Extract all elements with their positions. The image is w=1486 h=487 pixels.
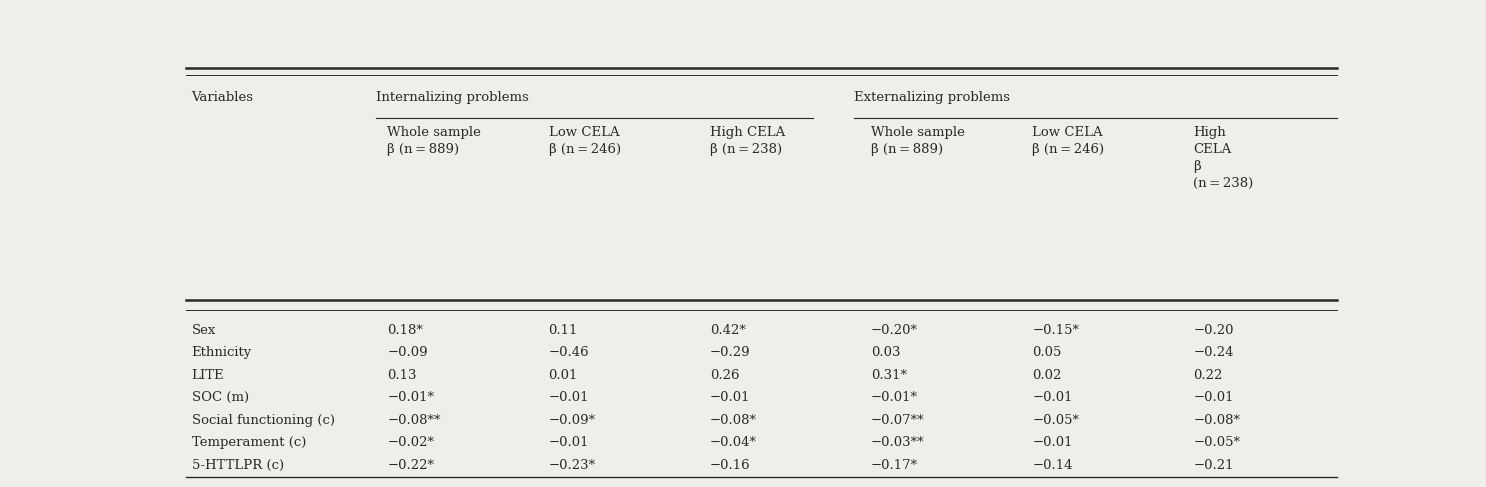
Text: High
CELA
β
(n = 238): High CELA β (n = 238) <box>1193 126 1254 190</box>
Text: −0.08**: −0.08** <box>388 414 441 427</box>
Text: −0.29: −0.29 <box>710 346 750 359</box>
Text: Whole sample
β (n = 889): Whole sample β (n = 889) <box>871 126 964 156</box>
Text: −0.01: −0.01 <box>548 392 588 404</box>
Text: −0.02*: −0.02* <box>388 436 434 450</box>
Text: −0.14: −0.14 <box>1033 459 1073 472</box>
Text: −0.01: −0.01 <box>1193 392 1233 404</box>
Text: High CELA
β (n = 238): High CELA β (n = 238) <box>710 126 785 156</box>
Text: 0.22: 0.22 <box>1193 369 1223 382</box>
Text: −0.08*: −0.08* <box>1193 414 1241 427</box>
Text: −0.20: −0.20 <box>1193 324 1233 337</box>
Text: −0.15*: −0.15* <box>1033 324 1079 337</box>
Text: −0.05*: −0.05* <box>1193 436 1241 450</box>
Text: 0.11: 0.11 <box>548 324 578 337</box>
Text: Low CELA
β (n = 246): Low CELA β (n = 246) <box>548 126 621 156</box>
Text: 0.03: 0.03 <box>871 346 901 359</box>
Text: Temperament (c): Temperament (c) <box>192 436 306 450</box>
Text: −0.46: −0.46 <box>548 346 588 359</box>
Text: −0.08*: −0.08* <box>710 414 756 427</box>
Text: −0.01: −0.01 <box>1033 392 1073 404</box>
Text: Externalizing problems: Externalizing problems <box>853 92 1009 104</box>
Text: Low CELA
β (n = 246): Low CELA β (n = 246) <box>1033 126 1104 156</box>
Text: −0.01*: −0.01* <box>871 392 918 404</box>
Text: −0.16: −0.16 <box>710 459 750 472</box>
Text: −0.09: −0.09 <box>388 346 428 359</box>
Text: −0.03**: −0.03** <box>871 436 924 450</box>
Text: LITE: LITE <box>192 369 224 382</box>
Text: 0.02: 0.02 <box>1033 369 1061 382</box>
Text: Variables: Variables <box>192 92 254 104</box>
Text: −0.01: −0.01 <box>1033 436 1073 450</box>
Text: 0.26: 0.26 <box>710 369 739 382</box>
Text: 0.42*: 0.42* <box>710 324 746 337</box>
Text: Ethnicity: Ethnicity <box>192 346 251 359</box>
Text: −0.07**: −0.07** <box>871 414 924 427</box>
Text: −0.21: −0.21 <box>1193 459 1233 472</box>
Text: −0.09*: −0.09* <box>548 414 596 427</box>
Text: −0.04*: −0.04* <box>710 436 756 450</box>
Text: −0.17*: −0.17* <box>871 459 918 472</box>
Text: 0.01: 0.01 <box>548 369 578 382</box>
Text: −0.01*: −0.01* <box>388 392 434 404</box>
Text: Whole sample
β (n = 889): Whole sample β (n = 889) <box>388 126 481 156</box>
Text: Internalizing problems: Internalizing problems <box>376 92 529 104</box>
Text: SOC (m): SOC (m) <box>192 392 248 404</box>
Text: 5-HTTLPR (c): 5-HTTLPR (c) <box>192 459 284 472</box>
Text: −0.23*: −0.23* <box>548 459 596 472</box>
Text: Social functioning (c): Social functioning (c) <box>192 414 334 427</box>
Text: −0.22*: −0.22* <box>388 459 434 472</box>
Text: 0.13: 0.13 <box>388 369 416 382</box>
Text: −0.01: −0.01 <box>548 436 588 450</box>
Text: 0.18*: 0.18* <box>388 324 424 337</box>
Text: 0.05: 0.05 <box>1033 346 1061 359</box>
Text: −0.24: −0.24 <box>1193 346 1233 359</box>
Text: Sex: Sex <box>192 324 215 337</box>
Text: −0.01: −0.01 <box>710 392 750 404</box>
Text: −0.05*: −0.05* <box>1033 414 1079 427</box>
Text: 0.31*: 0.31* <box>871 369 906 382</box>
Text: −0.20*: −0.20* <box>871 324 918 337</box>
